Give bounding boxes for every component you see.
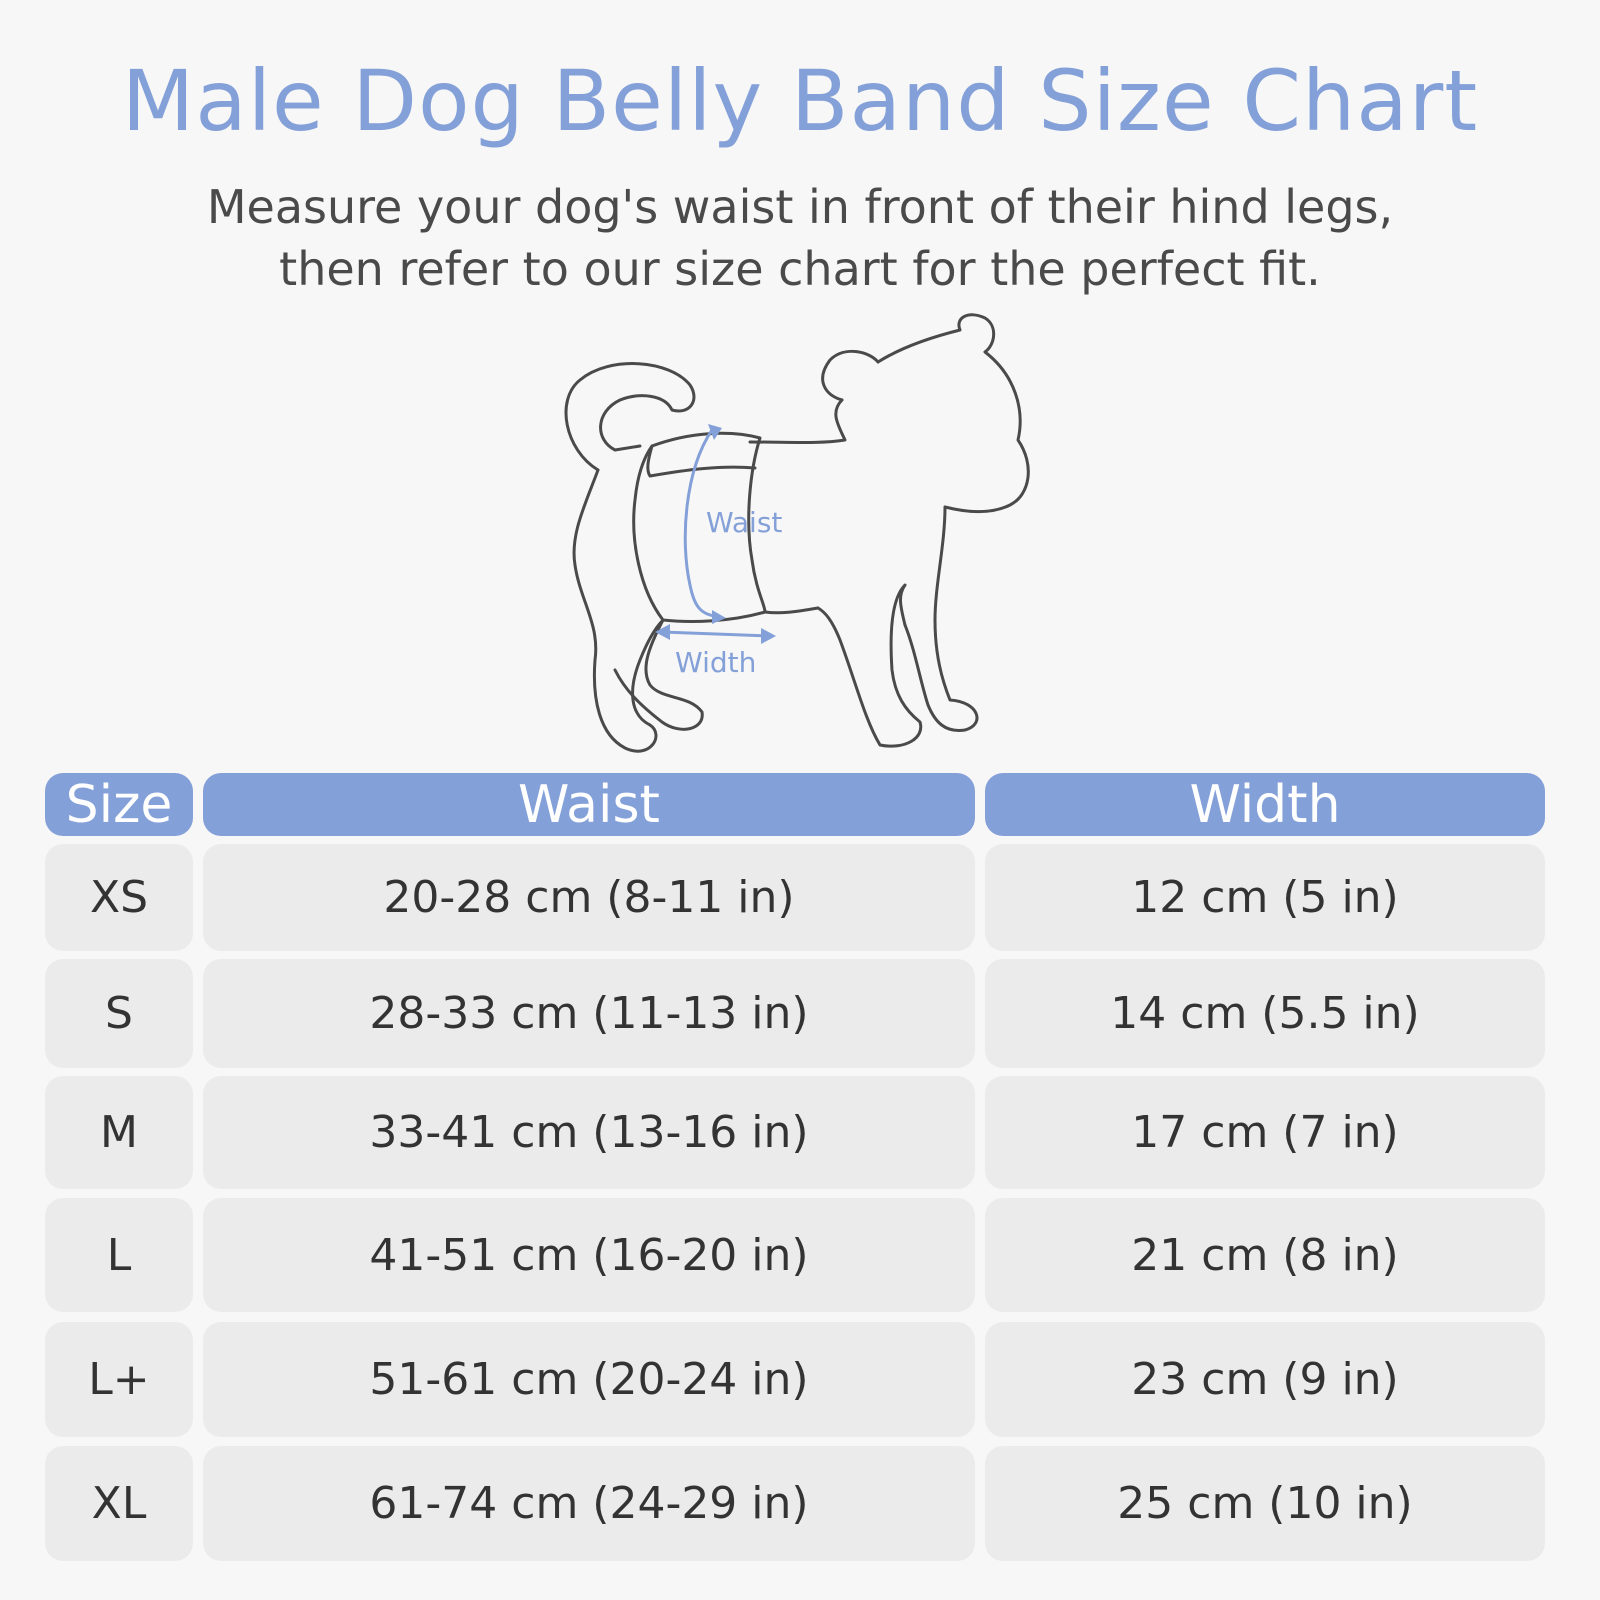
subtitle-line-1: Measure your dog's waist in front of the… bbox=[206, 180, 1394, 234]
cell-waist-l: 41-51 cm (16-20 in) bbox=[203, 1198, 975, 1312]
belly-band-edge bbox=[646, 444, 757, 478]
header-waist: Waist bbox=[203, 773, 975, 836]
waist-arrow-head-top bbox=[708, 424, 722, 440]
size-table: Size Waist Width XS 20-28 cm (8-11 in) 12 cm … bbox=[45, 773, 1545, 1563]
waist-label: Waist bbox=[706, 506, 783, 539]
cell-size-xs: XS bbox=[45, 844, 193, 951]
dog-back-leg-2 bbox=[572, 468, 665, 753]
waist-arrow-head-bottom bbox=[712, 610, 726, 624]
cell-width-xs: 12 cm (5 in) bbox=[985, 844, 1545, 951]
width-label: Width bbox=[675, 646, 757, 679]
dog-back bbox=[748, 398, 847, 444]
dog-belly bbox=[763, 606, 820, 615]
cell-waist-xl: 61-74 cm (24-29 in) bbox=[203, 1446, 975, 1561]
cell-size-xl: XL bbox=[45, 1446, 193, 1561]
header-size: Size bbox=[45, 773, 193, 836]
waist-arrow bbox=[683, 428, 717, 618]
cell-waist-l-plus: 51-61 cm (20-24 in) bbox=[203, 1322, 975, 1437]
dog-tail bbox=[564, 362, 696, 472]
subtitle-line-2: then refer to our size chart for the per… bbox=[279, 242, 1321, 296]
dog-ear-left bbox=[821, 349, 880, 402]
cell-size-s: S bbox=[45, 959, 193, 1068]
dog-head bbox=[876, 313, 1030, 514]
header-width: Width bbox=[985, 773, 1545, 836]
dog-front-leg bbox=[903, 505, 979, 732]
belly-band bbox=[632, 431, 767, 623]
cell-width-m: 17 cm (7 in) bbox=[985, 1076, 1545, 1189]
cell-size-m: M bbox=[45, 1076, 193, 1189]
page-title: Male Dog Belly Band Size Chart bbox=[121, 52, 1479, 150]
cell-width-s: 14 cm (5.5 in) bbox=[985, 959, 1545, 1068]
cell-width-xl: 25 cm (10 in) bbox=[985, 1446, 1545, 1561]
width-arrow bbox=[660, 630, 772, 638]
width-arrow-head-right bbox=[761, 628, 776, 644]
subtitle: Measure your dog's waist in front of the… bbox=[0, 176, 1600, 300]
cell-waist-xs: 20-28 cm (8-11 in) bbox=[203, 844, 975, 951]
dog-illustration bbox=[564, 313, 1030, 753]
cell-width-l-plus: 23 cm (9 in) bbox=[985, 1322, 1545, 1437]
cell-width-l: 21 cm (8 in) bbox=[985, 1198, 1545, 1312]
dog-back-leg bbox=[613, 618, 704, 731]
dog-front-leg-2 bbox=[816, 583, 923, 748]
width-arrow-head-left bbox=[655, 624, 670, 640]
cell-waist-s: 28-33 cm (11-13 in) bbox=[203, 959, 975, 1068]
cell-size-l: L bbox=[45, 1198, 193, 1312]
cell-waist-m: 33-41 cm (13-16 in) bbox=[203, 1076, 975, 1189]
cell-size-l-plus: L+ bbox=[45, 1322, 193, 1437]
